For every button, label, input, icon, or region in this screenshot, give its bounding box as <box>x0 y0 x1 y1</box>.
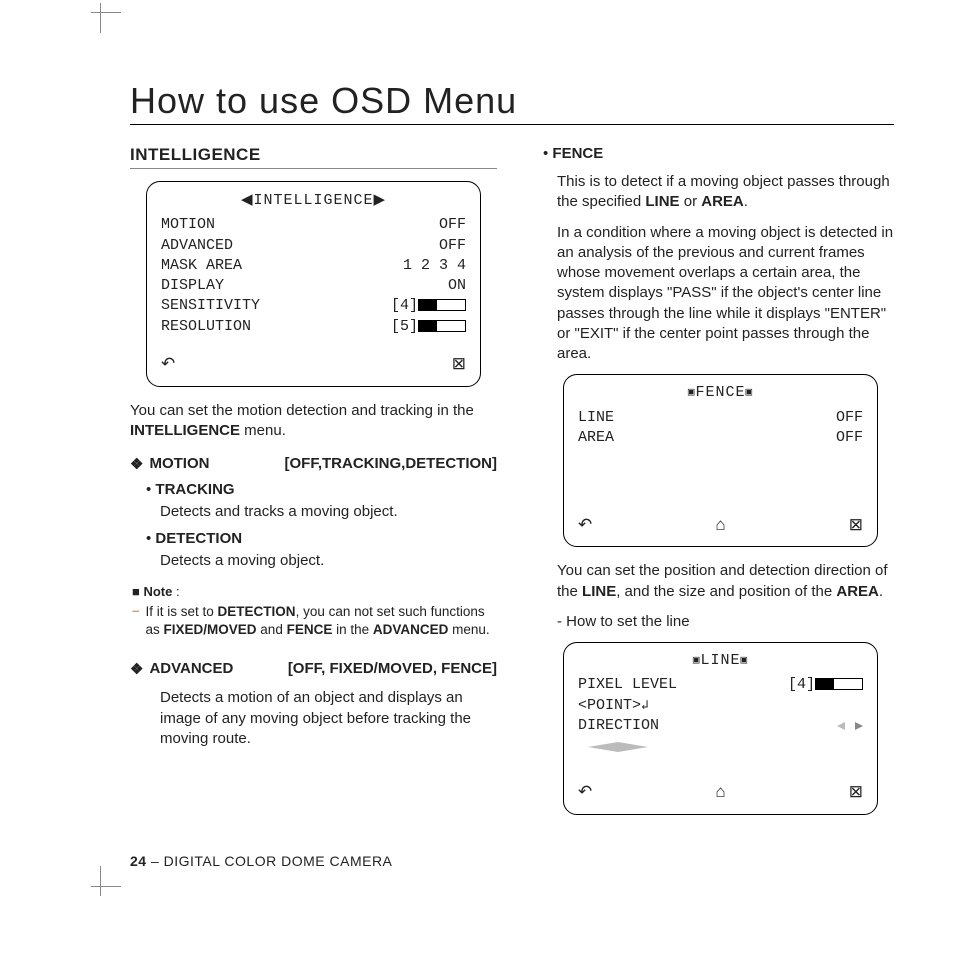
slider-icon <box>815 678 863 690</box>
osd-intelligence: ◀INTELLIGENCE▶ MOTIONOFF ADVANCEDOFF MAS… <box>146 181 481 387</box>
close-icon: ⊠ <box>849 514 863 537</box>
slider-icon <box>418 320 466 332</box>
motion-heading: ❖MOTION [OFF,TRACKING,DETECTION] <box>130 455 497 473</box>
slider-icon <box>418 299 466 311</box>
fence-para-1: This is to detect if a moving object pas… <box>557 172 894 213</box>
osd-fence-title: ▣FENCE▣ <box>578 383 863 403</box>
detection-item: • DETECTION Detects a moving object. <box>146 530 497 571</box>
intro-paragraph: You can set the motion detection and tra… <box>130 401 497 442</box>
advanced-desc: Detects a motion of an object and displa… <box>160 688 497 749</box>
note-block: ■ Note : – If it is set to DETECTION, yo… <box>132 584 497 638</box>
enter-icon: ↲ <box>641 698 649 713</box>
fence-after: You can set the position and detection d… <box>557 561 894 602</box>
back-icon: ↶ <box>578 781 592 804</box>
osd-intel-title: ◀INTELLIGENCE▶ <box>161 190 466 211</box>
direction-arrows-icon <box>837 720 863 732</box>
back-icon: ↶ <box>578 514 592 537</box>
osd-line: ▣LINE▣ PIXEL LEVEL[4] <POINT>↲ DIRECTION… <box>563 642 878 815</box>
page-footer: 24 – DIGITAL COLOR DOME CAMERA <box>130 853 894 869</box>
left-column: INTELLIGENCE ◀INTELLIGENCE▶ MOTIONOFF AD… <box>130 145 497 829</box>
home-icon: ⌂ <box>715 781 725 804</box>
osd-fence: ▣FENCE▣ LINEOFF AREAOFF ↶ ⌂ ⊠ <box>563 374 878 547</box>
osd-footer-icons: ↶ ⌂ ⊠ <box>578 777 863 804</box>
home-icon: ⌂ <box>715 514 725 537</box>
fence-heading: • FENCE <box>543 145 894 162</box>
close-icon: ⊠ <box>452 353 466 376</box>
fence-para-2: In a condition where a moving object is … <box>557 223 894 365</box>
crop-mark-bottom-left <box>100 866 121 887</box>
back-icon: ↶ <box>161 353 175 376</box>
crop-mark-top-left <box>100 12 121 33</box>
osd-footer-icons: ↶ ⌂ ⊠ <box>161 349 466 376</box>
diamond-slider-icon <box>588 742 648 752</box>
osd-line-title: ▣LINE▣ <box>578 651 863 671</box>
section-heading: INTELLIGENCE <box>130 145 497 169</box>
tracking-item: • TRACKING Detects and tracks a moving o… <box>146 481 497 522</box>
howto-line: - How to set the line <box>557 612 894 632</box>
osd-footer-icons: ↶ ⌂ ⊠ <box>578 510 863 537</box>
advanced-heading: ❖ADVANCED [OFF, FIXED/MOVED, FENCE] <box>130 660 497 678</box>
page-title: How to use OSD Menu <box>130 80 894 125</box>
right-column: • FENCE This is to detect if a moving ob… <box>527 145 894 829</box>
close-icon: ⊠ <box>849 781 863 804</box>
